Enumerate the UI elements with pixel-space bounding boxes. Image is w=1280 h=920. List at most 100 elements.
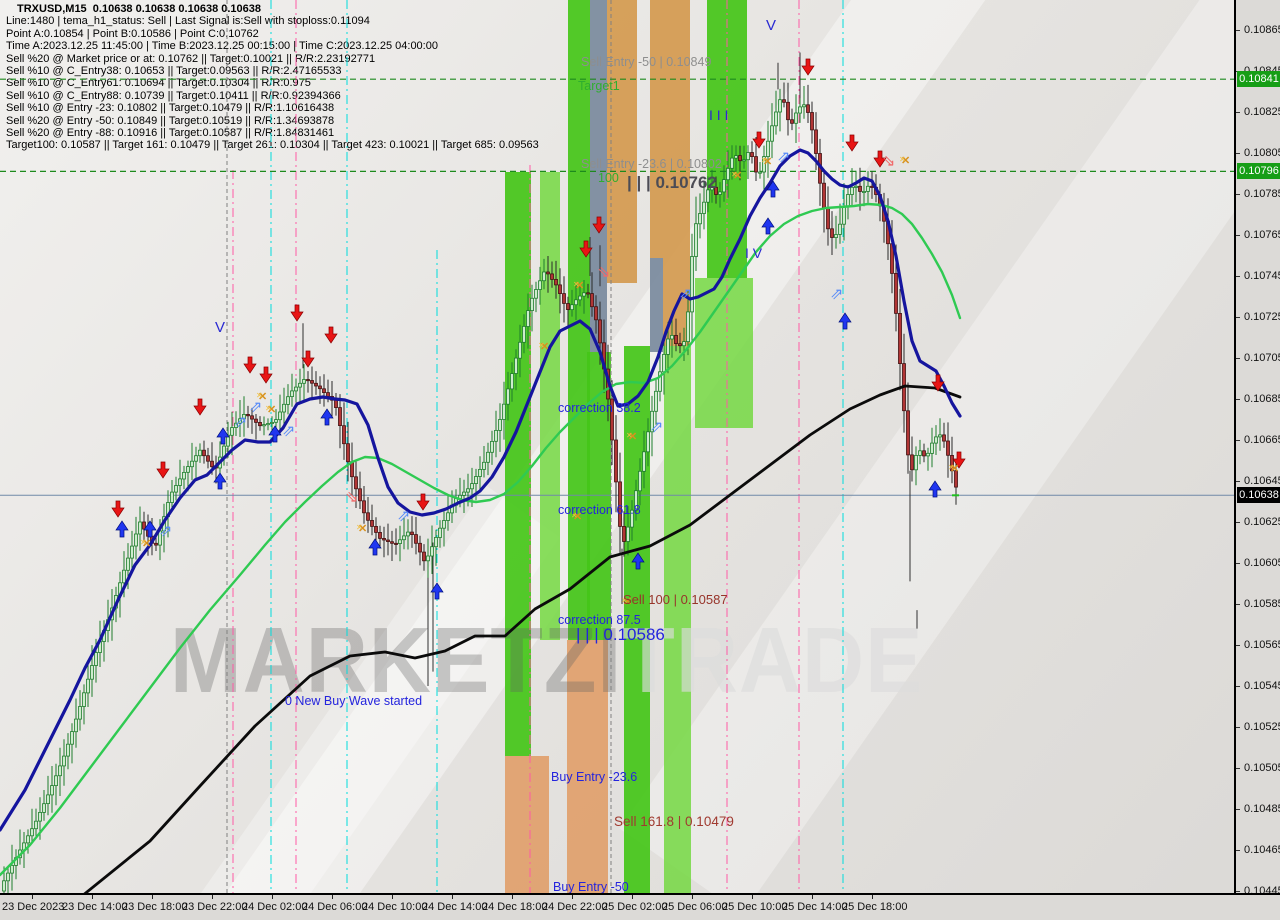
candle-body	[734, 155, 738, 159]
candle-body	[534, 289, 538, 299]
time-tick	[812, 895, 813, 899]
candle-body	[414, 534, 418, 544]
price-axis-label: 0.10645	[1244, 475, 1280, 487]
candle-body	[950, 454, 954, 472]
candle-body	[230, 427, 234, 436]
candle-body	[374, 526, 378, 533]
background-bands-layer	[0, 0, 1234, 893]
chart-canvas[interactable]: ⇗⇗⇗⇗⇗⇗⇗⇗⇗⇘⇘⇘✕✕✕✕✕✕✕✕✕✕✕✕✕✕✕✕✕✕✕✕ ✕✕✕✕✕✕	[0, 0, 1234, 893]
correction-382-label: correction 38.2	[558, 401, 641, 415]
hollow-up-arrow-icon: ⇗	[830, 286, 843, 303]
candle-body	[342, 425, 346, 445]
gold-x-marker-icon: ✕	[623, 596, 632, 608]
candle-body	[254, 418, 258, 423]
chart-surface[interactable]: MARKETZITRADE TRXUSD,M15 0.10638 0.10638…	[0, 0, 1234, 893]
sell-arrow-icon	[324, 326, 338, 344]
candle-body	[410, 531, 414, 535]
info-line-6: Sell %10 @ C_Entry61: 0.10694 || Target:…	[6, 77, 311, 90]
candle-body	[742, 159, 746, 162]
candle-body	[90, 665, 94, 680]
candle-body	[258, 421, 262, 427]
candle-body	[262, 424, 266, 427]
buy-entry-236-label: Buy Entry -23.6	[551, 770, 638, 784]
sell-arrow-icon	[592, 216, 606, 234]
candle-body	[206, 455, 210, 462]
hollow-up-arrow-icon: ⇗	[679, 286, 692, 303]
candle-body	[894, 272, 898, 314]
watermark-ribbon	[0, 485, 560, 893]
time-tick	[212, 895, 213, 899]
price-tick	[1236, 563, 1240, 564]
time-axis[interactable]: 23 Dec 2023 23 Dec 14:00 23 Dec 18:00 23 De…	[0, 893, 1280, 920]
time-axis-label: 25 Dec 14:00	[782, 901, 848, 913]
candle-body	[502, 403, 506, 420]
hollow-up-arrow-icon: ⇗	[777, 149, 790, 166]
wave-price-10762: | | | 0.10762	[627, 173, 717, 192]
candle-body	[122, 569, 126, 584]
time-tick	[152, 895, 153, 899]
candle-body	[246, 413, 250, 417]
candle-body	[574, 299, 578, 306]
signal-band	[567, 640, 608, 893]
candle-body	[762, 156, 766, 173]
price-axis-label: 0.10545	[1244, 680, 1280, 692]
candle-body	[826, 207, 830, 230]
candle-body	[714, 186, 718, 195]
candle-body	[730, 157, 734, 169]
candle-body	[294, 386, 298, 392]
candle-body	[610, 398, 614, 441]
signal-band	[505, 172, 531, 756]
price-axis-label: 0.10765	[1244, 229, 1280, 241]
buy-arrow-icon	[213, 472, 227, 490]
candle-body	[670, 334, 674, 340]
info-line-10: Sell %20 @ Entry -88: 0.10916 || Target:…	[6, 126, 335, 139]
time-tick	[92, 895, 93, 899]
time-axis-label: 25 Dec 10:00	[722, 901, 788, 913]
time-axis-label: 25 Dec 02:00	[602, 901, 668, 913]
candle-body	[642, 451, 646, 472]
sell-arrow-icon	[156, 461, 170, 479]
gold-x-marker-icon: ✕	[356, 523, 363, 532]
candle-body	[834, 234, 838, 238]
price-axis-label: 0.10625	[1244, 516, 1280, 528]
candle-body	[38, 812, 42, 822]
price-tick	[1236, 522, 1240, 523]
candle-body	[198, 449, 202, 457]
gold-x-marker-icon: ✕	[899, 155, 906, 164]
time-tick	[32, 895, 33, 899]
candle-body	[402, 535, 406, 541]
time-tick	[512, 895, 513, 899]
time-axis-label: 24 Dec 10:00	[362, 901, 428, 913]
candle-body	[518, 341, 522, 359]
candle-body	[570, 304, 574, 311]
candle-body	[270, 421, 274, 424]
candle-body	[790, 119, 794, 124]
candle-body	[138, 521, 142, 535]
price-tick	[1236, 645, 1240, 646]
candle-body	[58, 765, 62, 777]
candle-body	[798, 106, 802, 114]
sell-arrow-icon	[243, 356, 257, 374]
candle-body	[906, 410, 910, 456]
candle-body	[934, 436, 938, 444]
sell-arrow-icon	[290, 304, 304, 322]
hollow-up-arrow-icon: ⇗	[397, 508, 410, 525]
candle-body	[434, 537, 438, 548]
gold-x-marker-icon: ✕	[948, 463, 955, 472]
gold-x-marker-icon: ✕	[731, 170, 738, 179]
price-axis[interactable]: 0.108650.108450.108250.108050.107850.107…	[1234, 0, 1280, 897]
candle-body	[618, 481, 622, 527]
signal-band	[540, 172, 560, 640]
buy-arrow-icon	[268, 425, 282, 443]
candle-body	[510, 373, 514, 390]
candle-body	[486, 451, 490, 463]
candle-body	[954, 470, 958, 488]
sell-entry-50-label: Sell Entry -50 | 0.10849	[581, 55, 712, 69]
buy-arrow-icon	[838, 312, 852, 330]
time-axis-label: 24 Dec 02:00	[242, 901, 308, 913]
candle-body	[10, 865, 14, 874]
info-line-1: Line:1480 | tema_h1_status: Sell | Last …	[6, 15, 370, 28]
candle-body	[830, 228, 834, 238]
candle-body	[178, 478, 182, 486]
